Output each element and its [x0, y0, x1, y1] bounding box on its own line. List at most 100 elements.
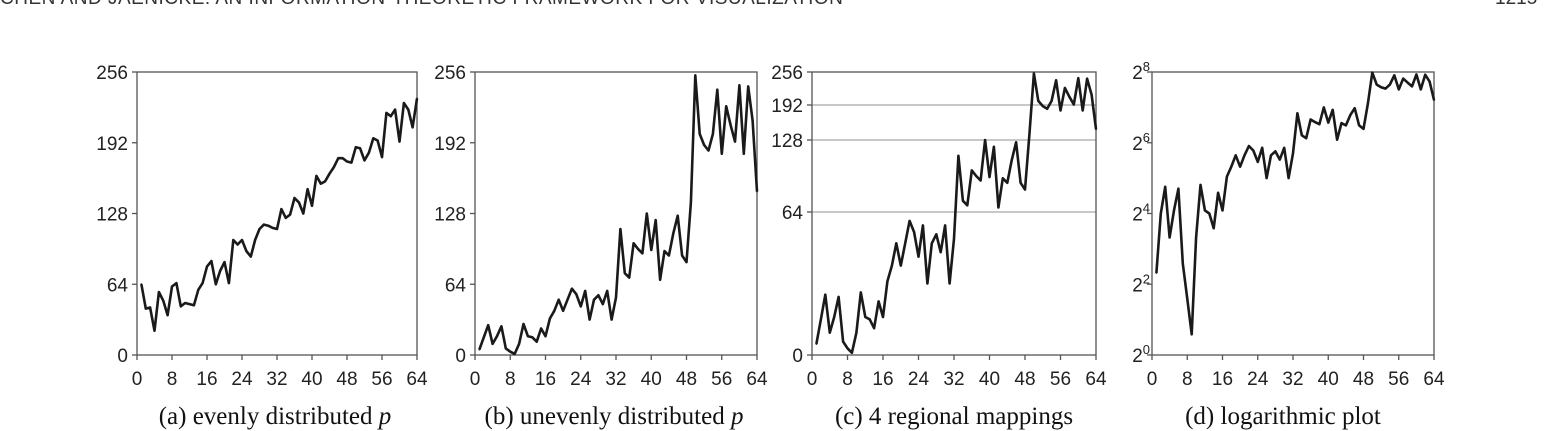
data-point [175, 282, 178, 285]
data-point [1001, 177, 1004, 180]
data-point [258, 227, 261, 230]
y-tick-label: 28 [1132, 59, 1150, 84]
y-tick-label: 192 [96, 134, 128, 155]
data-point [566, 298, 569, 301]
data-point [1090, 93, 1093, 96]
data-point [645, 212, 648, 215]
data-point [720, 152, 723, 155]
data-point [315, 174, 318, 177]
page-number: 1215 [1495, 0, 1537, 10]
data-point [908, 219, 911, 222]
x-tick-label: 40 [979, 369, 1000, 390]
data-point [394, 108, 397, 111]
data-point [1055, 79, 1058, 82]
data-point [886, 280, 889, 283]
data-point [917, 255, 920, 258]
data-point [1300, 134, 1303, 137]
data-point [984, 139, 987, 141]
data-point [482, 336, 485, 339]
data-point [632, 242, 635, 245]
data-point [284, 216, 287, 219]
data-point [846, 347, 849, 350]
x-tick-label: 40 [1318, 369, 1339, 390]
data-point [1433, 98, 1435, 101]
x-tick-label: 32 [266, 369, 287, 390]
x-tick-label: 48 [1353, 369, 1374, 390]
data-point [1230, 165, 1233, 168]
data-point [1050, 99, 1053, 102]
data-point [346, 160, 348, 163]
data-point [1415, 73, 1418, 76]
data-point [1402, 77, 1405, 80]
data-point [707, 149, 710, 152]
data-point [337, 157, 340, 160]
data-point [913, 231, 916, 234]
data-point [694, 74, 697, 77]
data-point [1168, 236, 1171, 239]
data-point [398, 140, 401, 143]
data-point [1243, 154, 1246, 157]
y-tick-label: 64 [445, 275, 467, 296]
data-point [698, 132, 701, 135]
caption-variable: p [729, 403, 744, 430]
data-point [201, 282, 204, 285]
data-point [859, 291, 862, 294]
data-point [535, 340, 538, 343]
data-point [1261, 146, 1264, 149]
data-point [1274, 150, 1277, 153]
y-tick-label: 128 [771, 131, 803, 152]
data-point [873, 327, 876, 330]
y-tick-exponent: 4 [1143, 201, 1150, 216]
data-point [491, 342, 494, 345]
data-point [939, 251, 942, 254]
data-point [615, 296, 617, 299]
data-point [157, 290, 160, 293]
data-point [1384, 87, 1387, 90]
data-point [592, 298, 595, 301]
data-point [1388, 83, 1391, 86]
x-tick-label: 0 [1147, 369, 1158, 390]
data-point [276, 227, 278, 230]
data-point [149, 306, 152, 309]
data-point [531, 336, 534, 339]
data-point [302, 212, 305, 215]
data-point [1159, 212, 1162, 215]
data-point [1393, 74, 1396, 77]
data-point [1397, 88, 1400, 91]
data-point [367, 151, 370, 154]
data-point [842, 340, 845, 343]
x-tick-label: 24 [1247, 369, 1269, 390]
data-point [601, 303, 604, 306]
data-point [1318, 123, 1321, 126]
data-point [850, 351, 853, 354]
data-point [544, 335, 547, 338]
data-point [289, 213, 292, 216]
data-point [1028, 133, 1031, 136]
data-point [1086, 77, 1089, 80]
data-point [1366, 102, 1369, 105]
data-point [676, 214, 679, 217]
y-tick-label: 128 [96, 205, 128, 226]
data-point [1410, 85, 1413, 88]
data-point [232, 239, 235, 242]
x-tick-label: 56 [1388, 369, 1409, 390]
data-point [597, 294, 600, 297]
data-point [206, 265, 208, 268]
data-point [184, 302, 187, 305]
data-point [833, 316, 836, 319]
data-point [219, 269, 222, 272]
data-point [992, 145, 995, 148]
data-point [864, 316, 867, 319]
data-point [1287, 177, 1290, 180]
data-point [1375, 83, 1378, 86]
data-point [650, 248, 653, 251]
data-point [725, 105, 728, 108]
y-tick-label: 256 [96, 63, 128, 84]
x-tick-label: 8 [842, 369, 853, 390]
x-tick-label: 32 [943, 369, 964, 390]
data-point [262, 223, 265, 226]
data-point [1024, 188, 1026, 191]
y-tick-exponent: 6 [1143, 130, 1150, 145]
